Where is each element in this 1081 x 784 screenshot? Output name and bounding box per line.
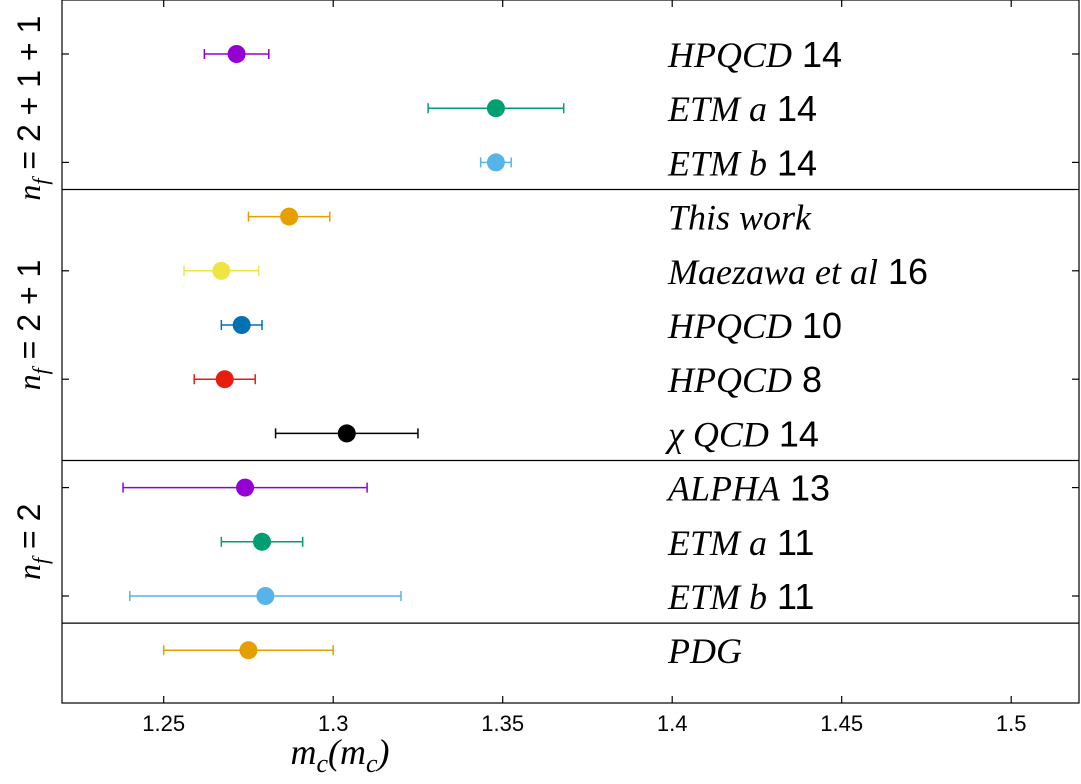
point-label: χ QCD 14 [665,413,819,454]
x-tick-label: 1.45 [820,711,863,736]
group-label: nf = 2 [11,504,53,580]
group-labels: nf = 2 + 1 + 1nf = 2 + 1nf = 2 [11,16,53,580]
data-point [280,207,299,226]
group-label-rest: = 2 [11,504,47,558]
point-label-name: Maezawa et al [667,252,878,292]
point-label-name: ETM a [667,523,767,563]
group-label-sub: f [28,176,53,185]
group-label: nf = 2 + 1 + 1 [11,16,53,201]
point-label-name: ALPHA [666,469,781,509]
point-label: This work [668,198,812,238]
point-label-year: 14 [792,34,842,75]
data-point [215,370,234,389]
data-point [232,316,251,334]
group-dividers [62,188,1079,624]
x-axis-label-sub1: c [316,749,328,778]
point-label-name: HPQCD [667,35,792,75]
data-points [122,45,565,660]
point-label-year: 11 [767,522,814,563]
point-label-name: This work [668,198,812,238]
axis-ticks: 1.25 1.3 1.35 1.4 1.45 1.5 [62,0,1079,736]
point-label-name: HPQCD [667,360,792,400]
point-label-name: ETM b [667,143,767,183]
data-point [227,45,246,63]
point-label-name: ETM a [667,89,767,129]
plot-frame [61,0,1080,704]
point-label: PDG [667,631,742,671]
plot-border [61,0,1080,704]
x-tick-label: 1.35 [481,711,524,736]
x-axis-label-paren1: (m [328,732,366,772]
group-label-rest: = 2 + 1 + 1 [11,16,47,179]
point-label: HPQCD 10 [667,305,842,346]
point-label: ETM b 11 [667,576,814,617]
x-axis-label-m1: m [290,732,316,772]
point-label: ETM a 14 [667,88,817,129]
point-label: ETM b 14 [667,142,817,183]
data-point [256,587,275,605]
point-label-year: 14 [769,413,819,454]
point-label: ALPHA 13 [666,468,830,509]
x-tick-label: 1.25 [142,711,185,736]
x-axis-label-paren2: ) [376,732,390,772]
data-point [239,641,258,660]
point-label: HPQCD 14 [667,34,842,75]
group-label-sub: f [28,365,53,374]
x-axis-label-sub2: c [366,749,378,778]
point-label-year: 13 [780,468,830,509]
group-label-sub: f [28,555,53,564]
point-label-year: 10 [792,305,842,346]
data-point [486,99,505,118]
group-label-n: n [11,564,47,580]
group-label-rest: = 2 + 1 [11,260,47,369]
point-label-year: 16 [878,251,928,292]
group-label: nf = 2 + 1 [11,260,53,391]
point-label-year: 14 [767,88,817,129]
x-tick-label: 1.5 [996,711,1027,736]
point-label-year: 8 [792,359,822,400]
group-label-n: n [11,185,47,201]
data-point [486,153,505,172]
point-label-year: 14 [767,142,817,183]
group-label-n: n [11,374,47,390]
x-axis-label: mc(mc) [290,732,389,778]
point-label: HPQCD 8 [667,359,822,400]
point-label: ETM a 11 [667,522,814,563]
point-label-year: 11 [767,576,814,617]
point-label: Maezawa et al 16 [667,251,928,292]
x-tick-label: 1.4 [657,711,688,736]
x-tick-label: 1.3 [318,711,349,736]
data-point [337,424,356,443]
point-label-name: PDG [667,631,742,671]
data-point [253,532,272,551]
data-point [212,261,231,280]
data-point [236,478,255,497]
point-label-name: ETM b [667,577,767,617]
point-label-name: HPQCD [667,306,792,346]
point-label-name: χ QCD [665,414,769,454]
